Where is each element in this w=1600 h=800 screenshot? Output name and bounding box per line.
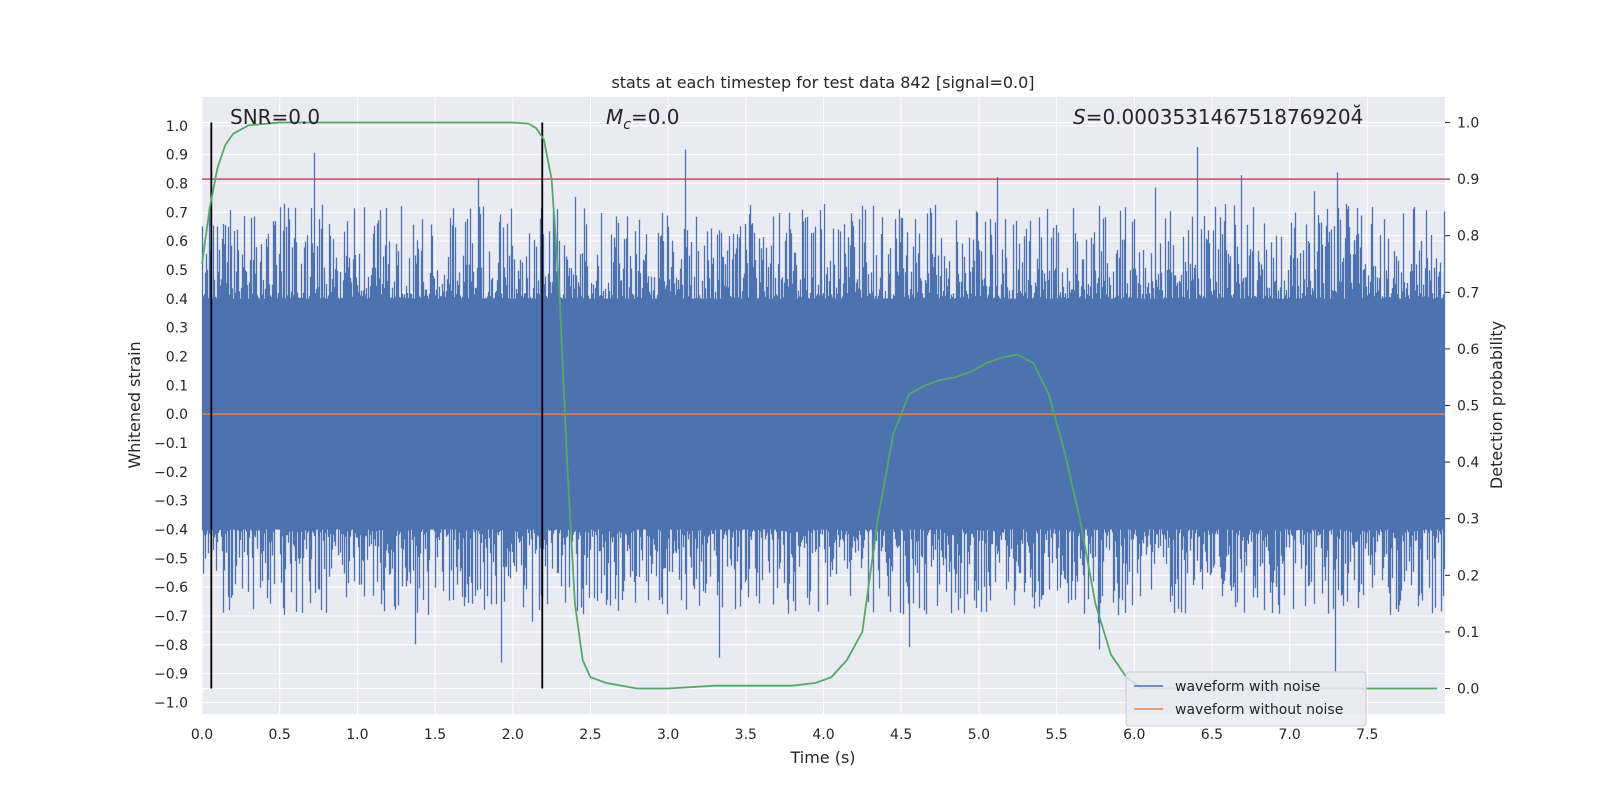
y-tick-label: −0.4: [154, 522, 188, 538]
y-tick-label: −0.9: [154, 667, 188, 683]
x-tick-label: 3.0: [657, 727, 679, 743]
legend-box: [1125, 671, 1367, 727]
y-tick-label: 0.6: [166, 234, 188, 250]
y-tick-label: 0.3: [166, 321, 188, 337]
y-tick-label: 0.9: [166, 148, 188, 164]
y2-tick-label: 0.6: [1457, 342, 1479, 358]
chirp-mass-annotation: Mc=0.0: [606, 105, 680, 133]
mc-subscript: c: [623, 117, 631, 133]
overlay-lines: [201, 121, 1445, 690]
x-tick-label: 1.0: [346, 727, 368, 743]
mc-value: =0.0: [631, 105, 680, 129]
y-tick-label: −1.0: [154, 695, 188, 711]
y2-tick-label: 0.2: [1457, 568, 1479, 584]
x-tick-label: 6.5: [1201, 727, 1223, 743]
x-tick-label: 5.0: [968, 727, 990, 743]
x-tick-label: 2.5: [579, 727, 601, 743]
y-tick-label: −0.6: [154, 580, 188, 596]
legend-label-clean: waveform without noise: [1175, 702, 1343, 718]
x-tick-label: 0.0: [191, 727, 213, 743]
y-tick-label: 0.0: [166, 407, 188, 423]
y-tick-label: −0.8: [154, 638, 188, 654]
chart-title: stats at each timestep for test data 842…: [611, 73, 1034, 92]
y2-tick-label: 0.4: [1457, 455, 1479, 471]
legend-label-noise: waveform with noise: [1175, 679, 1320, 695]
y-tick-label: −0.3: [154, 494, 188, 510]
y-tick-label: −0.2: [154, 465, 188, 481]
s-value: =0.0003531467518769204̆: [1086, 104, 1364, 129]
detection-probability-line: [201, 121, 1438, 690]
y2-axis-ticks: 1.0 0.9 0.8 0.7 0.6 0.5 0.4 0.3 0.2 0.1 0.0: [1445, 115, 1479, 698]
x-tick-label: 0.5: [269, 727, 291, 743]
x-tick-label: 5.5: [1045, 727, 1067, 743]
y2-tick-label: 0.0: [1457, 682, 1479, 698]
y2-tick-label: 0.9: [1457, 172, 1479, 188]
y-tick-label: 1.0: [166, 119, 188, 135]
x-axis-label: Time (s): [789, 748, 855, 767]
y-tick-label: 0.7: [166, 205, 188, 221]
s-symbol: S: [1073, 105, 1086, 129]
x-tick-label: 7.0: [1278, 727, 1300, 743]
y2-tick-label: 0.8: [1457, 229, 1479, 245]
y-tick-label: 0.2: [166, 349, 188, 365]
y2-tick-label: 0.7: [1457, 285, 1479, 301]
x-tick-label: 6.0: [1123, 727, 1145, 743]
y-axis-label: Whitened strain: [125, 341, 144, 468]
x-axis-ticks: 0.0 0.5 1.0 1.5 2.0 2.5 3.0 3.5 4.0 4.5 5.0 5.5 6.0 6…: [191, 727, 1379, 743]
y-tick-label: 0.1: [166, 378, 188, 394]
x-tick-label: 1.5: [424, 727, 446, 743]
x-tick-label: 2.0: [502, 727, 524, 743]
y2-tick-label: 0.5: [1457, 399, 1479, 415]
y2-tick-label: 0.1: [1457, 625, 1479, 641]
y2-tick-label: 1.0: [1457, 115, 1479, 131]
y-axis-ticks: 1.0 0.9 0.8 0.7 0.6 0.5 0.4 0.3 0.2 0.1 0.0 −0.1 −0.…: [154, 119, 188, 712]
mc-symbol: M: [606, 105, 623, 129]
s-annotation: S=0.0003531467518769204̆: [1073, 104, 1363, 129]
y-tick-label: −0.1: [154, 436, 188, 452]
y2-axis-label: Detection probability: [1487, 321, 1506, 489]
legend: waveform with noise waveform without noi…: [1125, 671, 1367, 727]
y2-tick-label: 0.3: [1457, 512, 1479, 528]
snr-annotation: SNR=0.0: [230, 105, 320, 129]
y-tick-label: −0.7: [154, 609, 188, 625]
y-tick-label: 0.8: [166, 176, 188, 192]
x-tick-label: 7.5: [1356, 727, 1378, 743]
y-tick-label: 0.5: [166, 263, 188, 279]
x-tick-label: 4.0: [812, 727, 834, 743]
x-tick-label: 3.5: [735, 727, 757, 743]
x-tick-label: 4.5: [890, 727, 912, 743]
y-tick-label: −0.5: [154, 551, 188, 567]
y-tick-label: 0.4: [166, 292, 188, 308]
